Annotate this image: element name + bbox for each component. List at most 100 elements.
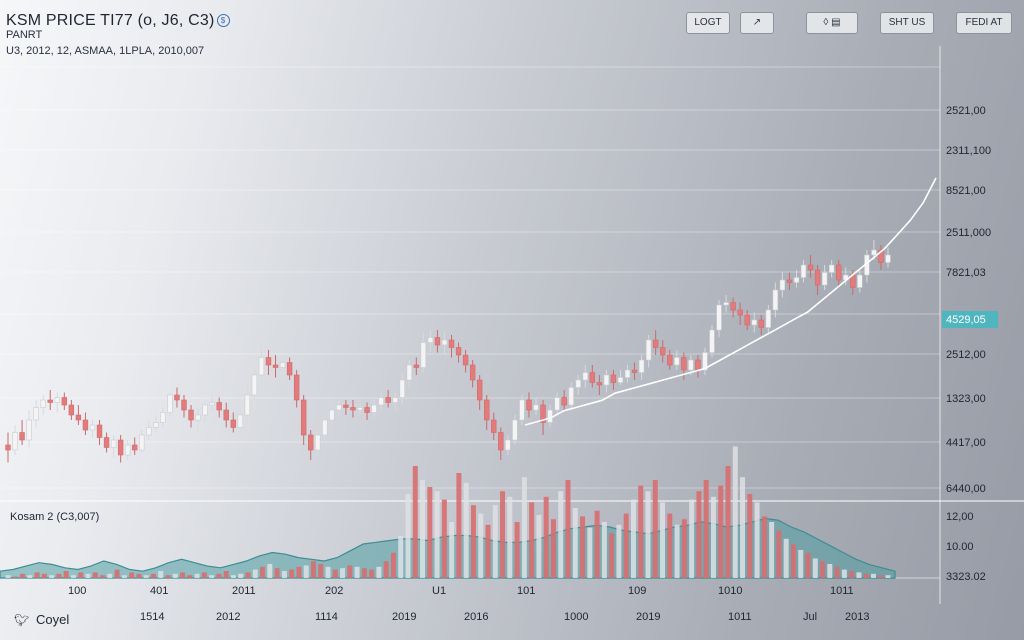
fedat-button[interactable]: FEDI AT: [956, 12, 1012, 34]
candle-102: [723, 295, 729, 313]
candle-2: [19, 420, 25, 445]
candle-83: [589, 365, 596, 388]
volume-bar-81: [594, 510, 600, 578]
volume-bar-33: [245, 572, 251, 578]
volume-bar-40: [296, 566, 302, 578]
volume-bar-54: [398, 536, 404, 578]
candle-33: [237, 410, 244, 435]
candle-115: [814, 265, 821, 295]
candle-52: [371, 400, 377, 418]
volume-bar-107: [783, 538, 789, 578]
candle-58: [413, 357, 420, 375]
candle-30: [216, 397, 222, 418]
chart-grid: [0, 46, 1024, 604]
volume-bar-86: [630, 499, 636, 578]
candle-22: [160, 407, 166, 428]
volume-bar-104: [761, 516, 767, 578]
candle-37: [265, 350, 272, 375]
candle-36: [258, 345, 265, 383]
candle-56: [399, 372, 405, 405]
volume-bar-24: [180, 572, 186, 578]
x-tick-label-row2-4: 2016: [464, 611, 488, 623]
volume-bar-92: [674, 524, 680, 578]
volume-bar-39: [289, 569, 295, 578]
volume-bar-4: [34, 572, 40, 578]
tools-button[interactable]: ◊ ▤: [806, 12, 858, 34]
candle-7: [54, 392, 60, 413]
candle-108: [765, 305, 772, 333]
candle-40: [286, 357, 293, 380]
volume-bar-78: [572, 508, 578, 578]
volume-bar-46: [340, 568, 346, 578]
volume-bar-120: [878, 575, 884, 578]
log-scale-button[interactable]: LOGT: [686, 12, 730, 34]
footer: 🐦︎ Coyel: [14, 612, 69, 627]
candle-110: [779, 272, 786, 298]
x-tick-label-1: 401: [150, 585, 168, 597]
indicator-area: [0, 517, 896, 579]
candle-60: [427, 330, 434, 353]
volume-bar-76: [558, 491, 564, 578]
volume-bar-71: [521, 477, 527, 578]
candle-10: [75, 405, 82, 425]
candle-117: [828, 260, 835, 278]
volume-bar-25: [187, 575, 193, 578]
volume-bar-121: [885, 575, 891, 578]
volume-bar-94: [689, 499, 695, 578]
volume-bar-35: [260, 566, 266, 578]
candle-48: [343, 400, 349, 415]
volume-bar-60: [441, 499, 447, 578]
candle-49: [350, 400, 356, 418]
volume-bar-9: [70, 575, 76, 578]
candle-66: [469, 360, 476, 388]
price-tick-label-8: 4417,00: [946, 437, 986, 449]
candle-42: [300, 395, 307, 445]
volume-bar-26: [194, 573, 200, 578]
draw-tool-button[interactable]: ↗: [740, 12, 774, 34]
candle-111: [786, 272, 793, 290]
candle-8: [61, 392, 68, 410]
volume-bar-80: [587, 527, 593, 578]
candle-4: [33, 400, 39, 428]
candle-63: [448, 335, 455, 358]
volume-bar-30: [223, 571, 229, 578]
candle-5: [40, 395, 46, 415]
candle-103: [730, 297, 736, 318]
x-tick-label-3: 202: [325, 585, 343, 597]
candle-72: [512, 415, 518, 445]
x-tick-label-5: 101: [517, 585, 535, 597]
candle-107: [758, 315, 764, 335]
candle-19: [139, 430, 145, 453]
x-tick-label-row2-7: 1011: [728, 611, 752, 623]
current-price-tag: 4529,05: [942, 311, 998, 328]
volume-bar-31: [230, 575, 236, 578]
footer-label: Coyel: [36, 612, 70, 627]
candle-73: [519, 395, 525, 425]
candle-65: [462, 350, 469, 373]
shift-button[interactable]: SHT US: [880, 12, 934, 34]
candle-38: [272, 355, 279, 378]
volume-bar-115: [841, 569, 847, 578]
volume-bar-79: [580, 516, 586, 578]
candle-50: [357, 402, 363, 415]
volume-bar-59: [434, 491, 440, 578]
volume-bar-95: [696, 491, 702, 578]
volume-bar-109: [798, 550, 804, 578]
candle-116: [821, 265, 828, 290]
candle-86: [610, 370, 617, 390]
volume-bar-55: [405, 494, 411, 578]
candle-31: [223, 402, 229, 428]
volume-bar-2: [20, 573, 26, 578]
volume-bar-119: [870, 573, 876, 578]
volume-bar-85: [623, 513, 629, 578]
candle-85: [603, 370, 610, 393]
volume-bar-72: [529, 502, 535, 578]
volume-bar-11: [85, 573, 91, 578]
currency-badge-icon: $: [216, 14, 230, 27]
candle-34: [244, 387, 251, 420]
volume-bar-62: [456, 473, 462, 578]
volume-bar-63: [463, 482, 469, 578]
candle-0: [5, 432, 11, 463]
candle-80: [568, 382, 574, 410]
